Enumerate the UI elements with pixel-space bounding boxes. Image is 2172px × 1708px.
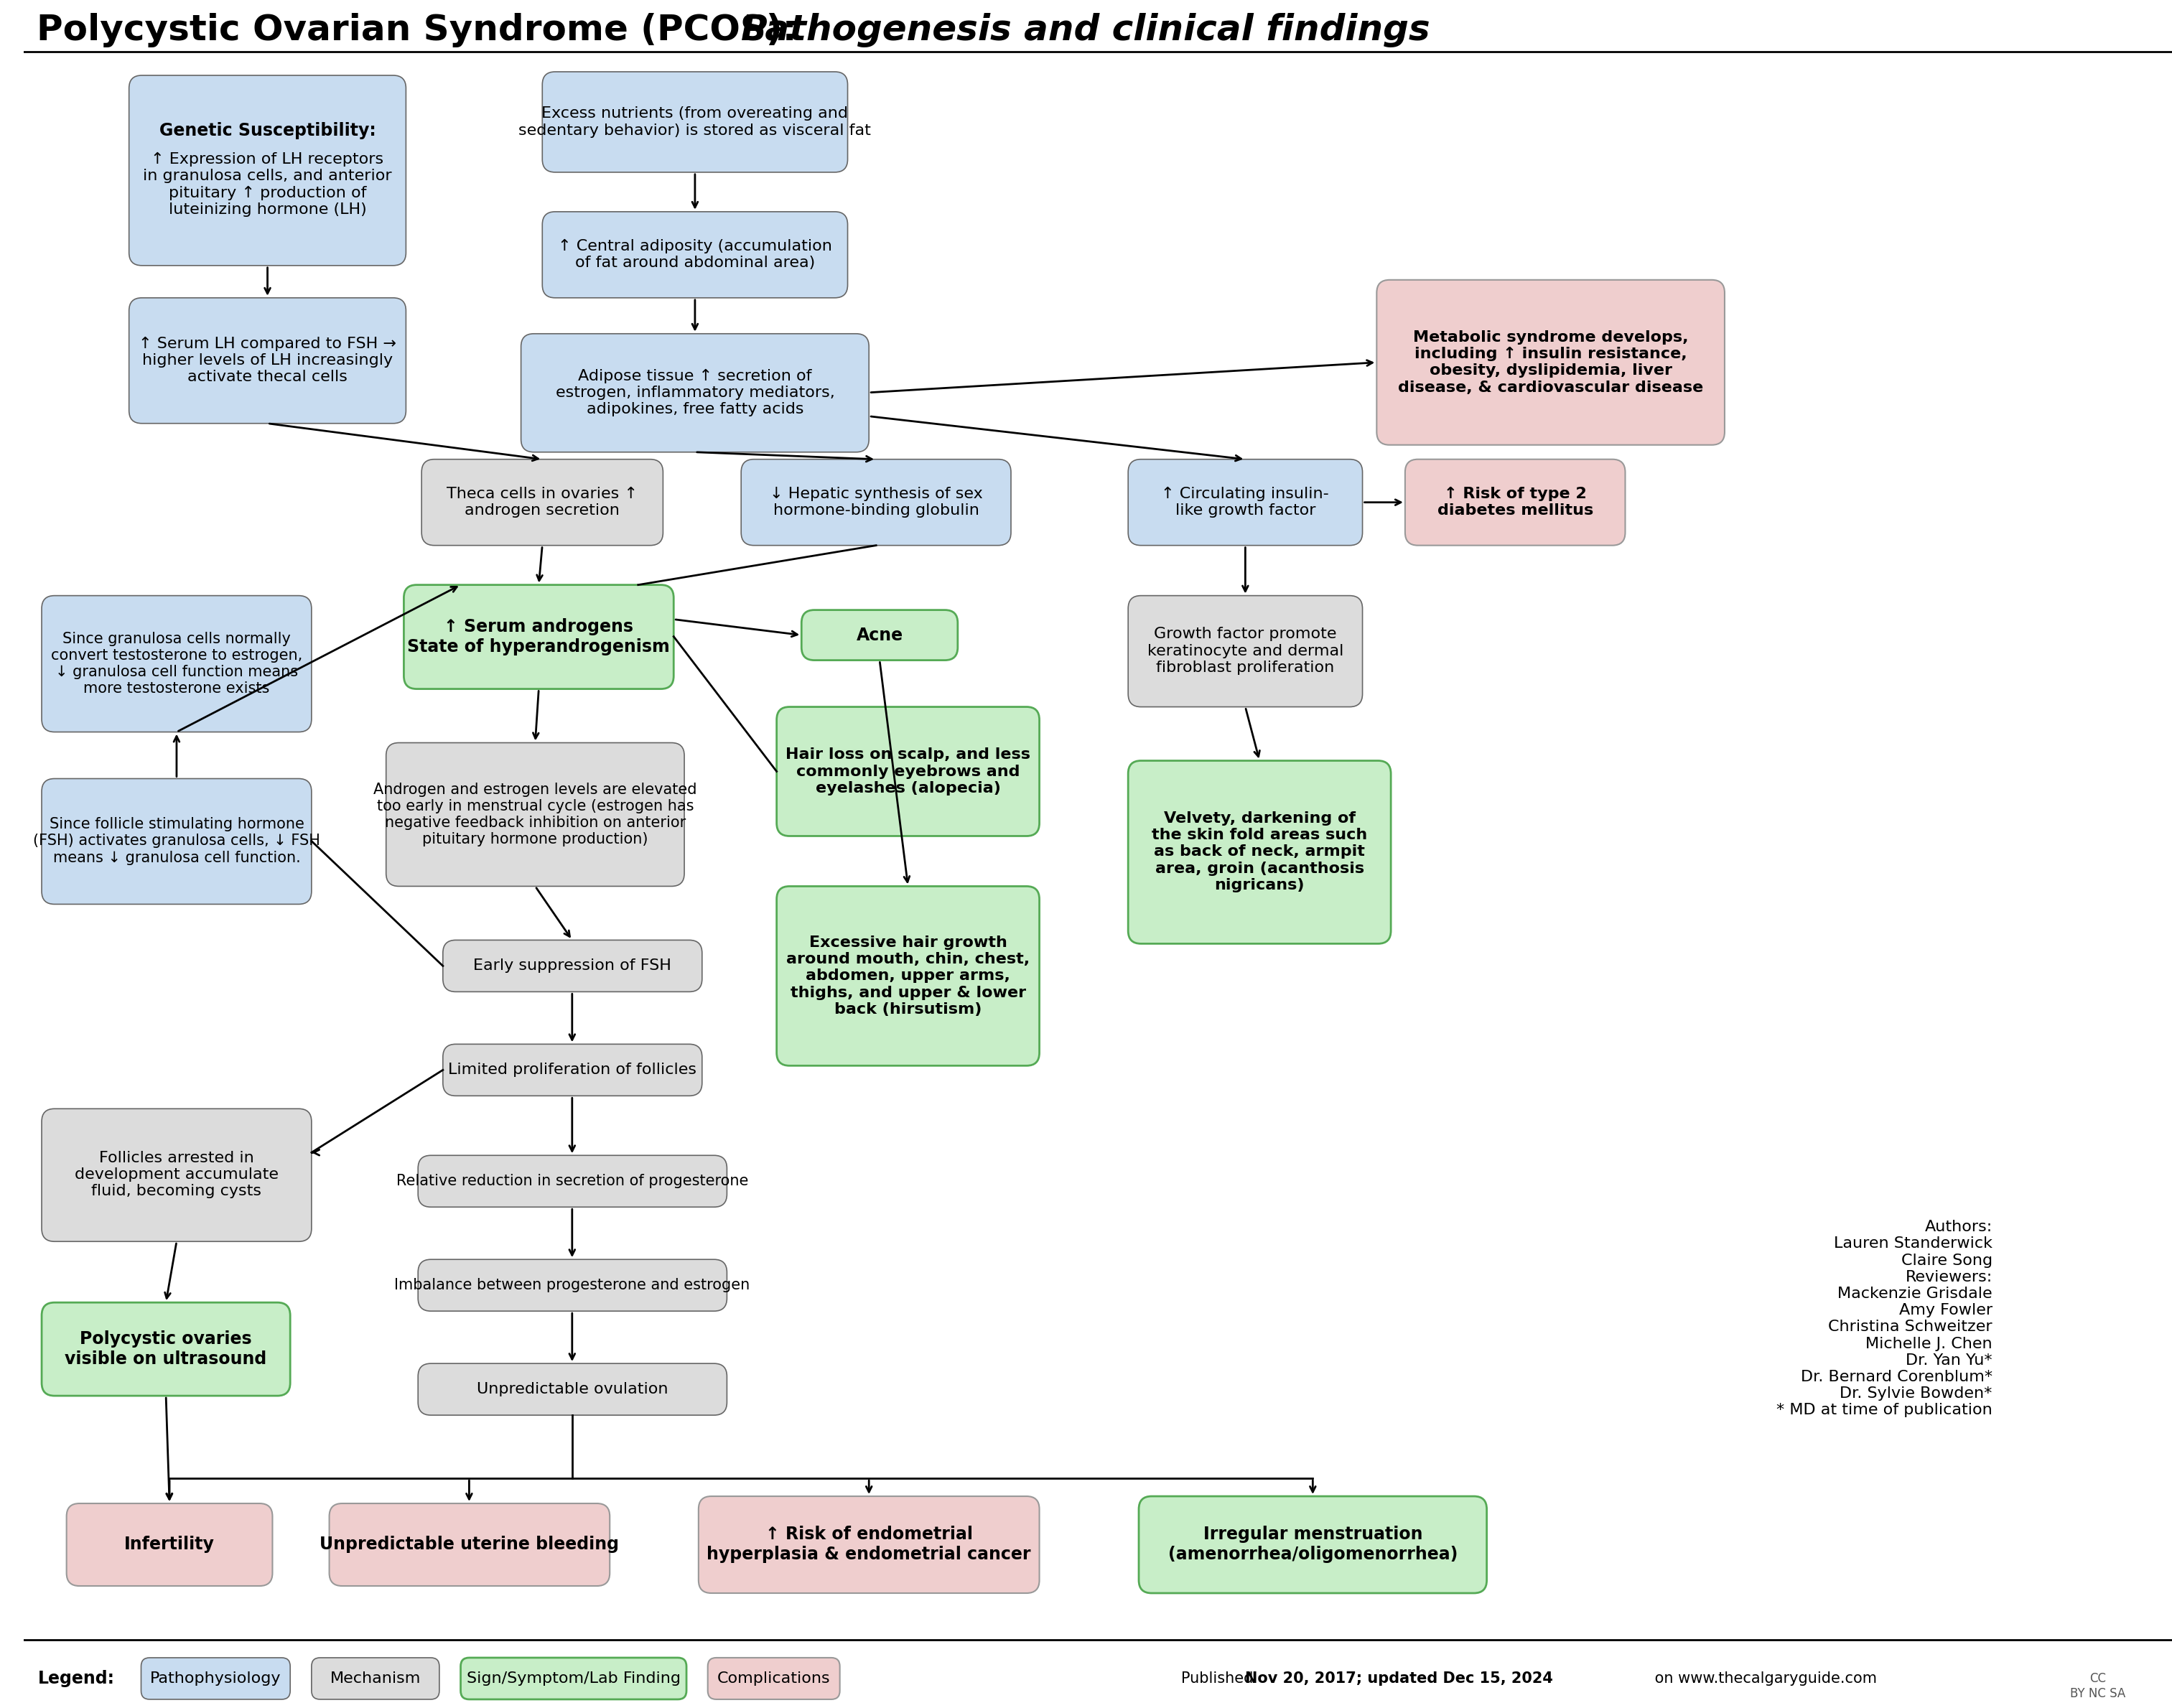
Text: Limited proliferation of follicles: Limited proliferation of follicles: [447, 1062, 697, 1078]
FancyBboxPatch shape: [141, 1658, 291, 1699]
FancyBboxPatch shape: [443, 1044, 702, 1097]
Text: Theca cells in ovaries ↑
androgen secretion: Theca cells in ovaries ↑ androgen secret…: [447, 487, 639, 518]
Text: Adipose tissue ↑ secretion of
estrogen, inflammatory mediators,
adipokines, free: Adipose tissue ↑ secretion of estrogen, …: [556, 369, 834, 417]
FancyBboxPatch shape: [741, 459, 1010, 545]
FancyBboxPatch shape: [778, 886, 1040, 1066]
Text: Authors:
Lauren Standerwick
Claire Song
Reviewers:
Mackenzie Grisdale
Amy Fowler: Authors: Lauren Standerwick Claire Song …: [1777, 1220, 1992, 1418]
Text: Since follicle stimulating hormone
(FSH) activates granulosa cells, ↓ FSH
means : Since follicle stimulating hormone (FSH)…: [33, 816, 319, 864]
Text: Hair loss on scalp, and less
commonly eyebrows and
eyelashes (alopecia): Hair loss on scalp, and less commonly ey…: [786, 748, 1030, 796]
Text: ↓ Hepatic synthesis of sex
hormone-binding globulin: ↓ Hepatic synthesis of sex hormone-bindi…: [769, 487, 982, 518]
FancyBboxPatch shape: [1377, 280, 1725, 444]
Text: Polycystic Ovarian Syndrome (PCOS):: Polycystic Ovarian Syndrome (PCOS):: [37, 14, 810, 48]
Text: Pathogenesis and clinical findings: Pathogenesis and clinical findings: [741, 14, 1429, 48]
FancyBboxPatch shape: [1127, 596, 1362, 707]
Text: Since granulosa cells normally
convert testosterone to estrogen,
↓ granulosa cel: Since granulosa cells normally convert t…: [50, 632, 302, 695]
Text: Legend:: Legend:: [39, 1670, 115, 1688]
FancyBboxPatch shape: [543, 72, 847, 173]
Text: CC
BY NC SA: CC BY NC SA: [2070, 1672, 2124, 1699]
FancyBboxPatch shape: [417, 1259, 728, 1312]
FancyBboxPatch shape: [41, 1303, 291, 1395]
Text: Unpredictable ovulation: Unpredictable ovulation: [476, 1382, 667, 1397]
Text: Metabolic syndrome develops,
including ↑ insulin resistance,
obesity, dyslipidem: Metabolic syndrome develops, including ↑…: [1399, 330, 1703, 395]
Text: Early suppression of FSH: Early suppression of FSH: [473, 958, 671, 974]
Text: Relative reduction in secretion of progesterone: Relative reduction in secretion of proge…: [395, 1173, 747, 1189]
FancyBboxPatch shape: [443, 939, 702, 992]
FancyBboxPatch shape: [460, 1658, 686, 1699]
Text: ↑ Serum androgens
State of hyperandrogenism: ↑ Serum androgens State of hyperandrogen…: [408, 618, 669, 656]
FancyBboxPatch shape: [543, 212, 847, 297]
Text: Acne: Acne: [856, 627, 904, 644]
Text: Complications: Complications: [717, 1672, 830, 1686]
FancyBboxPatch shape: [417, 1363, 728, 1416]
FancyBboxPatch shape: [708, 1658, 841, 1699]
Text: ↑ Circulating insulin-
like growth factor: ↑ Circulating insulin- like growth facto…: [1162, 487, 1329, 518]
Text: Polycystic ovaries
visible on ultrasound: Polycystic ovaries visible on ultrasound: [65, 1331, 267, 1368]
FancyBboxPatch shape: [387, 743, 684, 886]
FancyBboxPatch shape: [67, 1503, 272, 1587]
FancyBboxPatch shape: [1405, 459, 1625, 545]
FancyBboxPatch shape: [41, 1108, 311, 1242]
Text: ↑ Expression of LH receptors
in granulosa cells, and anterior
pituitary ↑ produc: ↑ Expression of LH receptors in granulos…: [143, 152, 391, 217]
Text: Mechanism: Mechanism: [330, 1672, 421, 1686]
FancyBboxPatch shape: [417, 1155, 728, 1208]
Text: Growth factor promote
keratinocyte and dermal
fibroblast proliferation: Growth factor promote keratinocyte and d…: [1147, 627, 1344, 675]
FancyBboxPatch shape: [1127, 459, 1362, 545]
FancyBboxPatch shape: [128, 297, 406, 424]
FancyBboxPatch shape: [801, 610, 958, 661]
FancyBboxPatch shape: [1127, 760, 1390, 945]
FancyBboxPatch shape: [699, 1496, 1040, 1594]
Text: ↑ Risk of type 2
diabetes mellitus: ↑ Risk of type 2 diabetes mellitus: [1438, 487, 1592, 518]
Text: Follicles arrested in
development accumulate
fluid, becoming cysts: Follicles arrested in development accumu…: [74, 1151, 278, 1199]
FancyBboxPatch shape: [421, 459, 662, 545]
Text: Infertility: Infertility: [124, 1535, 215, 1553]
FancyBboxPatch shape: [41, 779, 311, 904]
Text: Published: Published: [1182, 1672, 1258, 1686]
Text: Imbalance between progesterone and estrogen: Imbalance between progesterone and estro…: [395, 1278, 749, 1293]
FancyBboxPatch shape: [128, 75, 406, 265]
Text: ↑ Serum LH compared to FSH →
higher levels of LH increasingly
activate thecal ce: ↑ Serum LH compared to FSH → higher leve…: [139, 336, 395, 384]
Text: Unpredictable uterine bleeding: Unpredictable uterine bleeding: [319, 1535, 619, 1553]
FancyBboxPatch shape: [404, 584, 673, 688]
FancyBboxPatch shape: [521, 333, 869, 453]
Text: Genetic Susceptibility:: Genetic Susceptibility:: [159, 121, 376, 140]
FancyBboxPatch shape: [330, 1503, 610, 1587]
Text: Nov 20, 2017; updated Dec 15, 2024: Nov 20, 2017; updated Dec 15, 2024: [1245, 1672, 1553, 1686]
Text: Velvety, darkening of
the skin fold areas such
as back of neck, armpit
area, gro: Velvety, darkening of the skin fold area…: [1151, 811, 1368, 892]
Text: on www.thecalgaryguide.com: on www.thecalgaryguide.com: [1651, 1672, 1877, 1686]
Text: Sign/Symptom/Lab Finding: Sign/Symptom/Lab Finding: [467, 1672, 680, 1686]
FancyBboxPatch shape: [311, 1658, 439, 1699]
FancyBboxPatch shape: [41, 596, 311, 733]
Text: Excess nutrients (from overeating and
sedentary behavior) is stored as visceral : Excess nutrients (from overeating and se…: [519, 106, 871, 138]
Text: ↑ Central adiposity (accumulation
of fat around abdominal area): ↑ Central adiposity (accumulation of fat…: [558, 239, 832, 270]
Text: Androgen and estrogen levels are elevated
too early in menstrual cycle (estrogen: Androgen and estrogen levels are elevate…: [374, 782, 697, 847]
Text: Pathophysiology: Pathophysiology: [150, 1672, 280, 1686]
Text: Irregular menstruation
(amenorrhea/oligomenorrhea): Irregular menstruation (amenorrhea/oligo…: [1169, 1525, 1457, 1563]
Text: ↑ Risk of endometrial
hyperplasia & endometrial cancer: ↑ Risk of endometrial hyperplasia & endo…: [706, 1525, 1032, 1563]
FancyBboxPatch shape: [1138, 1496, 1488, 1594]
FancyBboxPatch shape: [778, 707, 1040, 835]
Text: Excessive hair growth
around mouth, chin, chest,
abdomen, upper arms,
thighs, an: Excessive hair growth around mouth, chin…: [786, 936, 1030, 1016]
